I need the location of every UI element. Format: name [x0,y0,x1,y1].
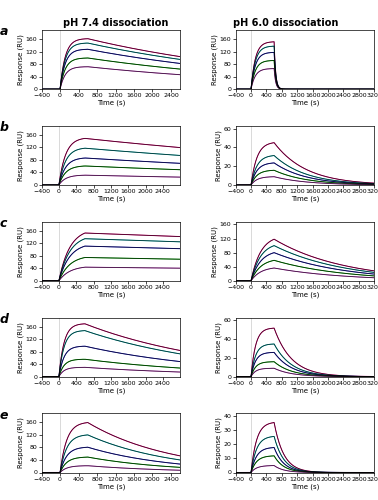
X-axis label: Time (s): Time (s) [97,483,125,490]
Y-axis label: Response (RU): Response (RU) [212,34,218,85]
Y-axis label: Response (RU): Response (RU) [18,322,24,372]
X-axis label: Time (s): Time (s) [291,483,319,490]
X-axis label: Time (s): Time (s) [97,100,125,106]
Y-axis label: Response (RU): Response (RU) [18,34,24,85]
X-axis label: Time (s): Time (s) [97,196,125,202]
Text: d: d [0,313,9,326]
X-axis label: Time (s): Time (s) [291,292,319,298]
Text: a: a [0,26,8,38]
Text: pH 7.4 dissociation: pH 7.4 dissociation [63,18,168,28]
Text: pH 6.0 dissociation: pH 6.0 dissociation [233,18,338,28]
Text: c: c [0,217,8,230]
X-axis label: Time (s): Time (s) [97,387,125,394]
Y-axis label: Response (RU): Response (RU) [216,130,222,181]
Text: b: b [0,121,9,134]
Y-axis label: Response (RU): Response (RU) [18,130,24,181]
Y-axis label: Response (RU): Response (RU) [216,418,222,469]
Y-axis label: Response (RU): Response (RU) [18,418,24,469]
X-axis label: Time (s): Time (s) [291,100,319,106]
Y-axis label: Response (RU): Response (RU) [212,226,218,276]
Y-axis label: Response (RU): Response (RU) [18,226,24,276]
Text: e: e [0,408,8,422]
X-axis label: Time (s): Time (s) [291,387,319,394]
X-axis label: Time (s): Time (s) [97,292,125,298]
X-axis label: Time (s): Time (s) [291,196,319,202]
Y-axis label: Response (RU): Response (RU) [216,322,222,372]
